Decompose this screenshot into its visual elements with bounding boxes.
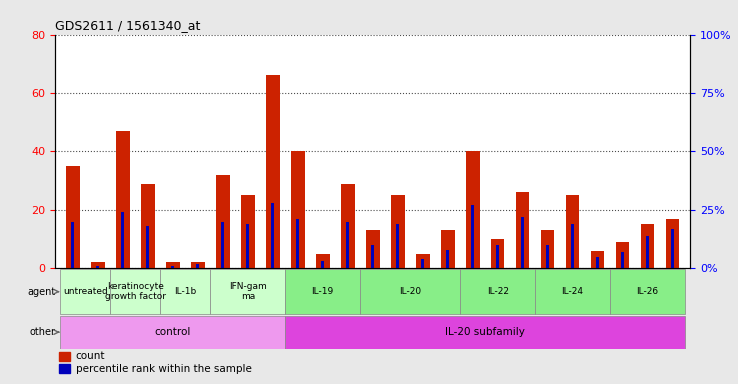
Bar <box>266 76 280 268</box>
Bar <box>421 259 424 268</box>
Bar <box>571 224 574 268</box>
Bar <box>461 269 535 314</box>
Bar <box>316 254 330 268</box>
Bar <box>391 195 404 268</box>
Bar <box>610 269 685 314</box>
Bar <box>221 222 224 268</box>
Bar <box>216 175 230 268</box>
Bar <box>285 316 685 349</box>
Text: IL-22: IL-22 <box>486 287 508 296</box>
Bar <box>396 224 399 268</box>
Bar <box>590 251 604 268</box>
Text: percentile rank within the sample: percentile rank within the sample <box>76 364 252 374</box>
Text: agent: agent <box>27 287 56 297</box>
Bar <box>535 269 610 314</box>
Bar <box>491 239 505 268</box>
Bar <box>166 263 179 268</box>
Bar <box>666 218 680 268</box>
Text: keratinocyte
growth factor: keratinocyte growth factor <box>105 282 166 301</box>
Bar <box>66 166 80 268</box>
Text: other: other <box>30 327 56 337</box>
Bar <box>471 205 475 268</box>
Bar <box>271 203 275 268</box>
Text: control: control <box>154 327 191 337</box>
Bar <box>521 217 524 268</box>
Text: IFN-gam
ma: IFN-gam ma <box>229 282 266 301</box>
Bar <box>541 230 554 268</box>
Bar <box>346 222 349 268</box>
Text: IL-26: IL-26 <box>636 287 658 296</box>
Bar <box>671 228 675 268</box>
Bar <box>58 364 70 373</box>
Text: IL-20 subfamily: IL-20 subfamily <box>445 327 525 337</box>
Bar <box>196 264 199 268</box>
Bar <box>210 269 285 314</box>
Bar <box>641 225 655 268</box>
Bar <box>446 250 449 268</box>
Text: IL-20: IL-20 <box>399 287 421 296</box>
Bar <box>285 269 360 314</box>
Bar <box>360 269 461 314</box>
Bar <box>516 192 529 268</box>
Bar <box>171 266 174 268</box>
Bar <box>121 212 125 268</box>
Text: IL-24: IL-24 <box>562 287 584 296</box>
Bar <box>61 316 285 349</box>
Bar <box>366 230 379 268</box>
Bar <box>241 195 255 268</box>
Bar <box>596 257 599 268</box>
Bar <box>496 245 499 268</box>
Bar <box>321 261 324 268</box>
Bar <box>72 222 75 268</box>
Text: IL-1b: IL-1b <box>174 287 196 296</box>
Text: count: count <box>76 351 105 361</box>
Bar <box>146 226 149 268</box>
Bar <box>296 219 300 268</box>
Bar <box>615 242 630 268</box>
Bar <box>546 245 549 268</box>
Bar <box>291 151 305 268</box>
Bar <box>191 263 204 268</box>
Text: GDS2611 / 1561340_at: GDS2611 / 1561340_at <box>55 19 201 32</box>
Bar <box>110 269 160 314</box>
Bar <box>58 352 70 361</box>
Bar <box>116 131 130 268</box>
Text: IL-19: IL-19 <box>311 287 334 296</box>
Bar <box>91 263 105 268</box>
Bar <box>160 269 210 314</box>
Bar <box>415 254 430 268</box>
Text: untreated: untreated <box>63 287 108 296</box>
Bar <box>621 252 624 268</box>
Bar <box>246 224 249 268</box>
Bar <box>441 230 455 268</box>
Bar <box>466 151 480 268</box>
Bar <box>341 184 354 268</box>
Bar <box>141 184 155 268</box>
Bar <box>61 269 110 314</box>
Bar <box>646 236 649 268</box>
Bar <box>371 245 374 268</box>
Bar <box>566 195 579 268</box>
Bar <box>96 266 100 268</box>
